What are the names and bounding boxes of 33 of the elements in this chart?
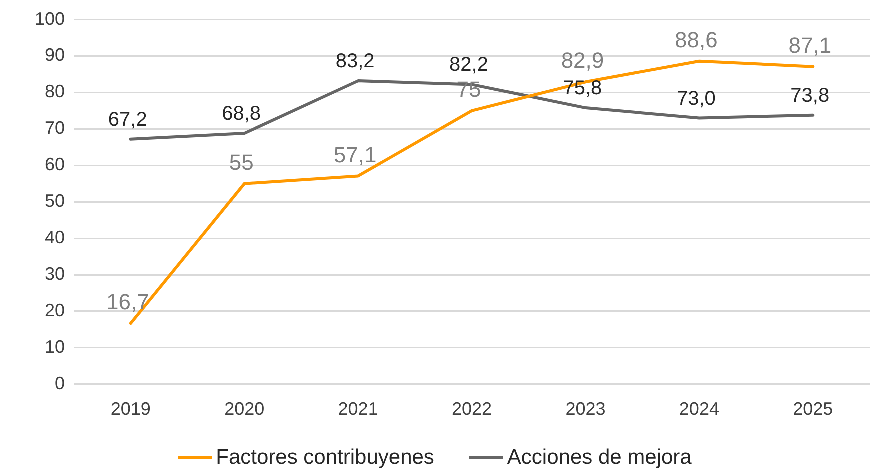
y-tick-label: 50 <box>45 191 66 212</box>
y-tick-label: 80 <box>45 82 66 102</box>
y-tick-label: 90 <box>45 45 66 66</box>
legend-label: Factores contribuyenes <box>216 446 434 469</box>
x-tick-label: 2025 <box>793 399 834 420</box>
x-tick-label: 2019 <box>110 399 151 420</box>
legend-label: Acciones de mejora <box>507 446 692 469</box>
y-tick-label: 10 <box>45 336 66 357</box>
x-tick-label: 2022 <box>452 399 492 420</box>
y-tick-label: 30 <box>45 264 66 284</box>
data-label: 87,1 <box>788 32 832 58</box>
y-tick-label: 20 <box>45 300 66 320</box>
data-label: 75,8 <box>563 78 602 100</box>
data-label: 68,8 <box>222 103 262 126</box>
x-tick-label: 2024 <box>679 399 720 420</box>
data-label: 82,2 <box>450 54 488 76</box>
data-label: 55 <box>229 150 254 175</box>
x-tick-label: 2021 <box>338 399 378 420</box>
data-label: 73,8 <box>790 84 830 107</box>
data-label: 82,9 <box>561 48 604 74</box>
data-label: 67,2 <box>108 108 148 131</box>
x-tick-label: 2020 <box>224 399 265 420</box>
x-tick-label: 2023 <box>566 399 606 420</box>
data-label: 83,2 <box>336 50 375 73</box>
data-label: 57,1 <box>334 142 377 168</box>
y-tick-label: 0 <box>55 373 66 394</box>
y-tick-label: 60 <box>45 154 66 175</box>
y-tick-label: 40 <box>45 228 66 248</box>
y-tick-label: 70 <box>45 118 66 138</box>
data-label: 73,0 <box>676 88 716 110</box>
y-tick-label: 100 <box>34 8 66 29</box>
data-label: 16,7 <box>106 290 150 315</box>
data-label: 88,6 <box>675 27 718 52</box>
